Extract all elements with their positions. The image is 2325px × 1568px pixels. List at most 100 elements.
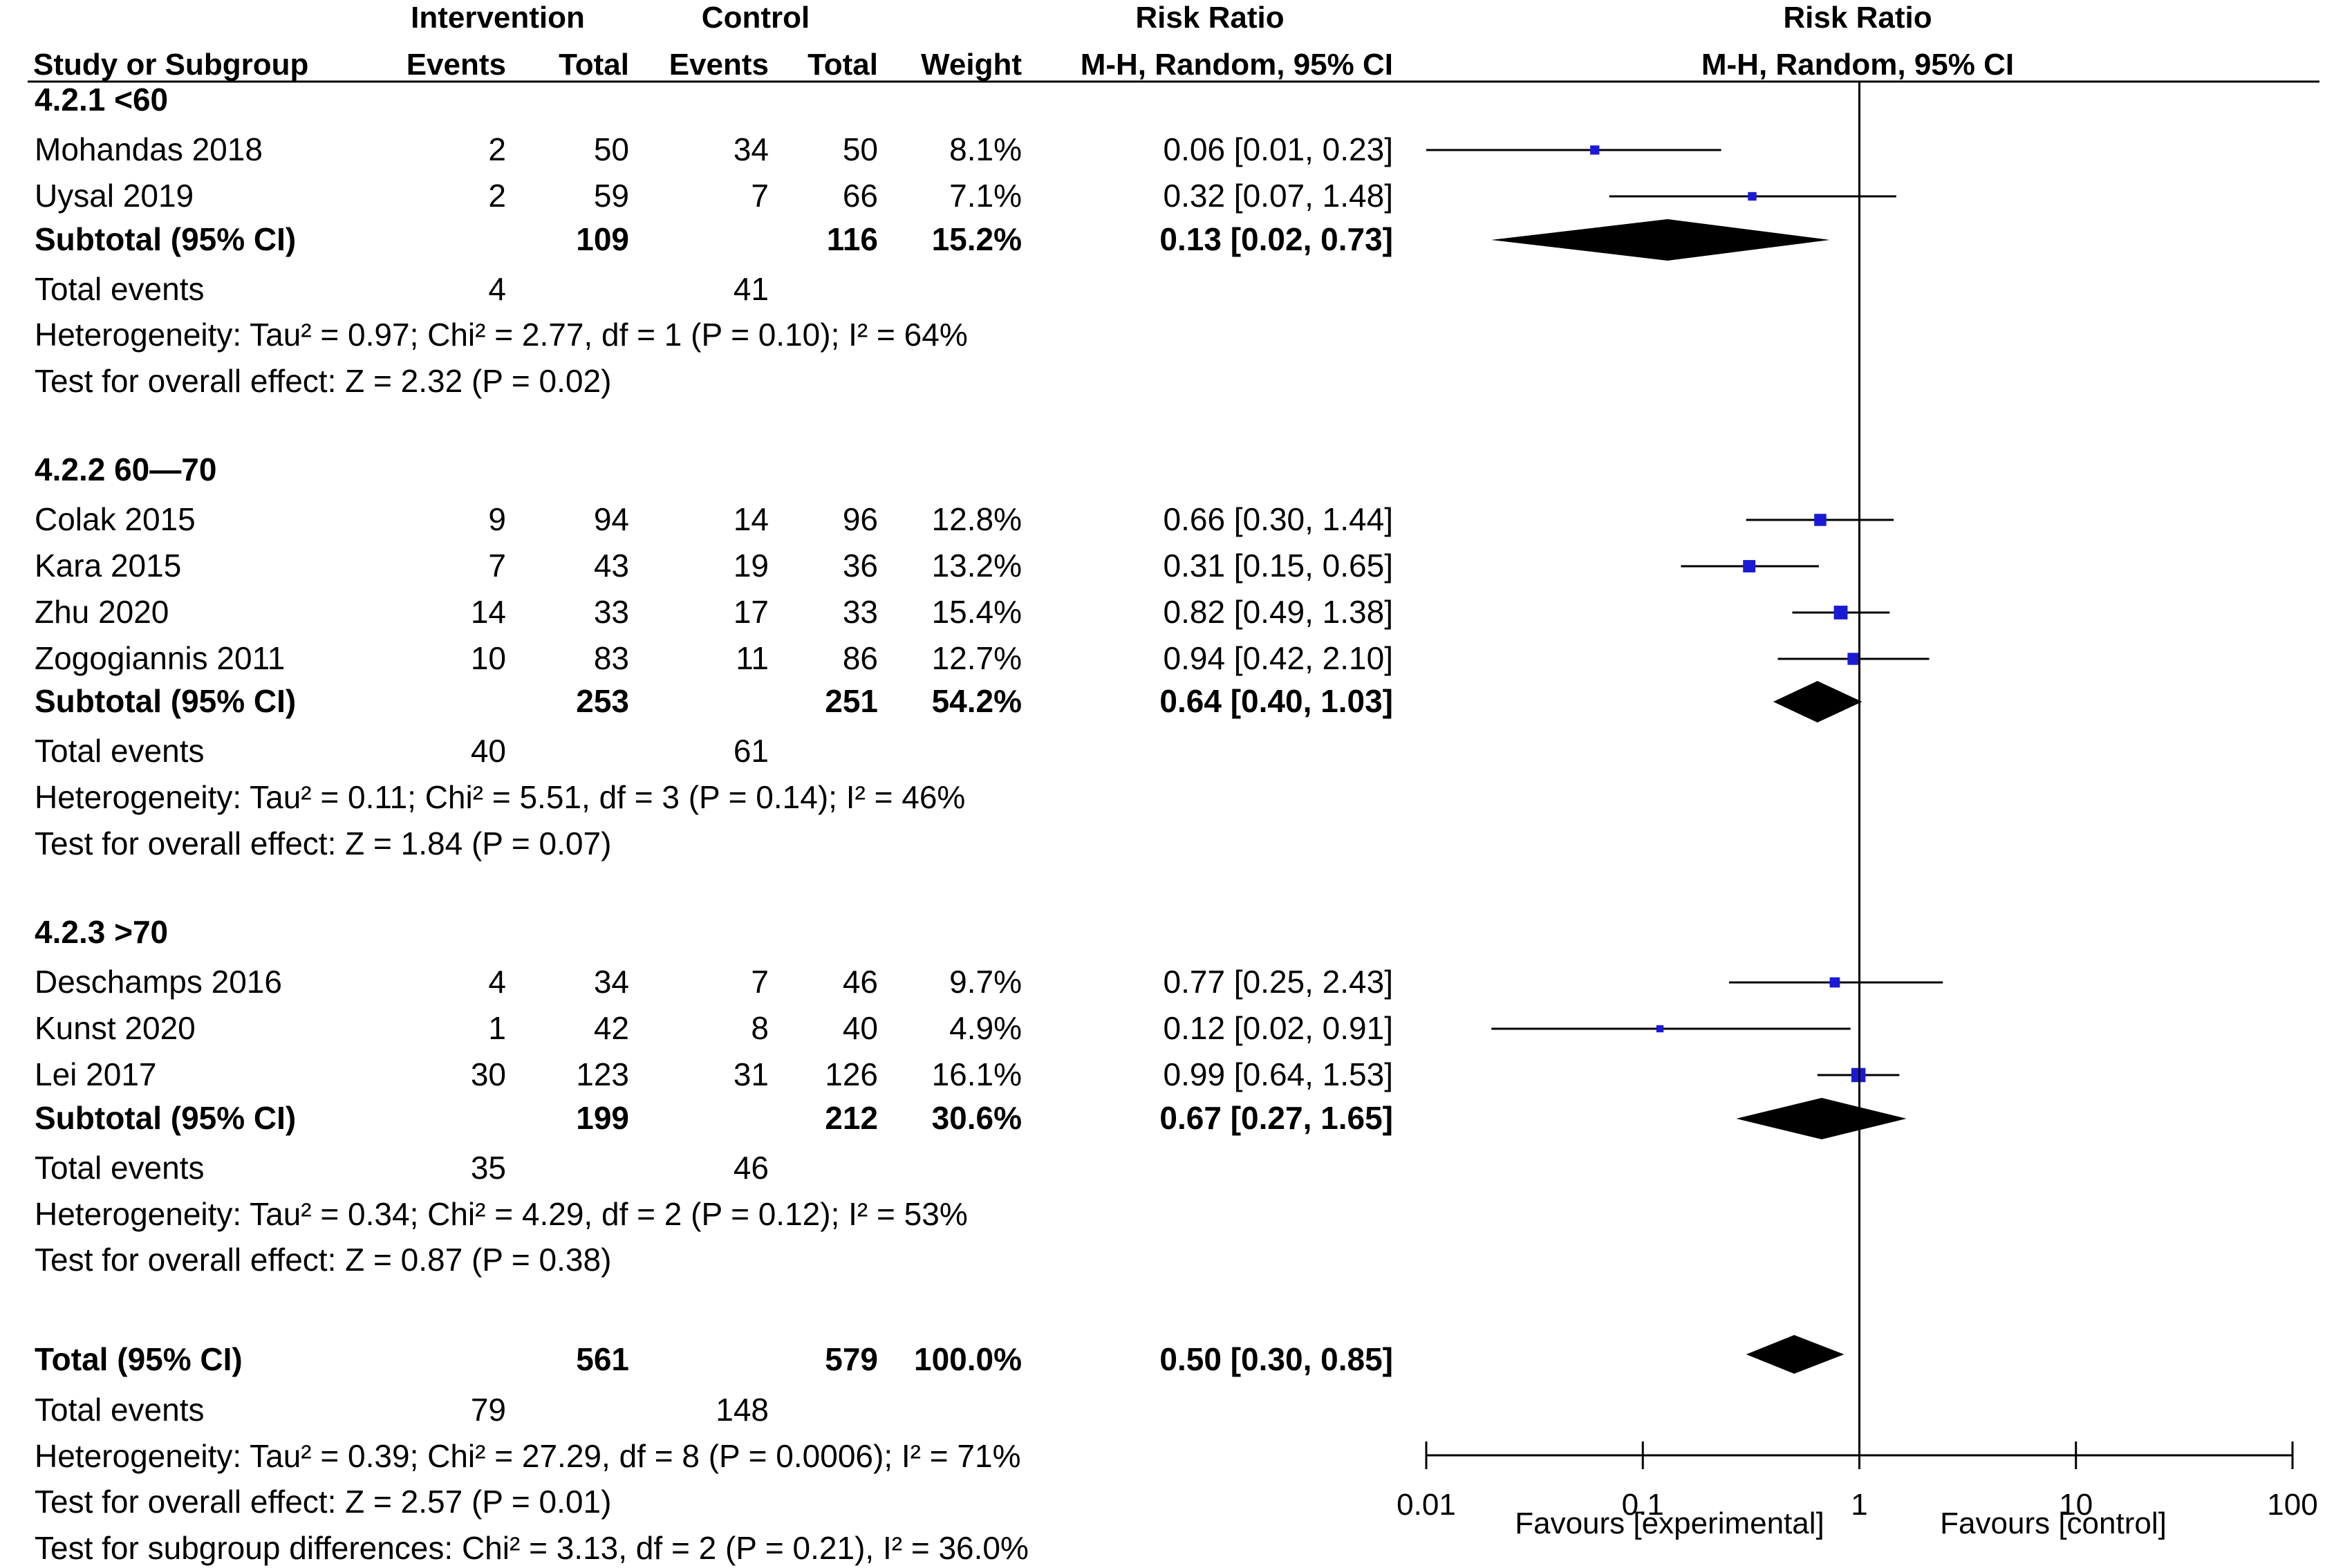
x-axis-tick-label: 10 bbox=[2059, 1488, 2093, 1522]
control-events: 8 bbox=[751, 1010, 769, 1046]
study-name: Kara 2015 bbox=[35, 548, 181, 584]
overall-effect-text: Test for overall effect: Z = 0.87 (P = 0… bbox=[35, 1242, 611, 1278]
intervention-total-header: Total bbox=[559, 48, 629, 82]
subgroup-title: 4.2.2 60—70 bbox=[35, 451, 216, 487]
study-marker bbox=[1590, 145, 1600, 155]
control-events: 11 bbox=[736, 640, 769, 676]
study-ci: 0.66 [0.30, 1.44] bbox=[1164, 501, 1394, 537]
intervention-events: 7 bbox=[488, 548, 506, 584]
control-total: 40 bbox=[843, 1010, 878, 1046]
study-marker bbox=[1748, 192, 1757, 201]
total-events-control: 46 bbox=[734, 1150, 769, 1186]
intervention-total: 59 bbox=[594, 178, 629, 214]
control-events: 19 bbox=[734, 548, 769, 584]
control-events: 14 bbox=[734, 501, 769, 537]
x-axis-tick-label: 0.01 bbox=[1397, 1488, 1456, 1522]
intervention-total: 43 bbox=[594, 548, 629, 584]
study-weight: 12.7% bbox=[932, 640, 1022, 676]
study-name: Colak 2015 bbox=[35, 501, 196, 537]
control-total: 50 bbox=[843, 131, 878, 167]
subtotal-ci: 0.13 [0.02, 0.73] bbox=[1159, 221, 1393, 257]
study-ci: 0.32 [0.07, 1.48] bbox=[1164, 178, 1394, 214]
intervention-events-header: Events bbox=[407, 48, 506, 82]
control-events-header: Events bbox=[669, 48, 769, 82]
intervention-total: 34 bbox=[594, 964, 629, 1000]
control-total: 33 bbox=[843, 594, 878, 630]
total-heterogeneity-text: Heterogeneity: Tau² = 0.39; Chi² = 27.29… bbox=[35, 1438, 1020, 1474]
study-name: Mohandas 2018 bbox=[35, 131, 263, 167]
subtotal-ci: 0.67 [0.27, 1.65] bbox=[1159, 1100, 1393, 1136]
subgroup-title: 4.2.3 >70 bbox=[35, 914, 168, 950]
subtotal-label: Subtotal (95% CI) bbox=[35, 1100, 296, 1136]
total-events-intervention: 35 bbox=[471, 1150, 506, 1186]
total-weight: 100.0% bbox=[914, 1341, 1022, 1377]
intervention-events: 1 bbox=[488, 1010, 506, 1046]
total-events-control: 41 bbox=[734, 271, 769, 307]
intervention-total: 83 bbox=[594, 640, 629, 676]
control-header: Control bbox=[702, 1, 810, 35]
control-total: 46 bbox=[843, 964, 878, 1000]
intervention-total: 42 bbox=[594, 1010, 629, 1046]
method-header: M-H, Random, 95% CI bbox=[1081, 48, 1393, 82]
control-total: 66 bbox=[843, 178, 878, 214]
intervention-events: 2 bbox=[488, 178, 506, 214]
study-marker bbox=[1829, 977, 1840, 988]
subtotal-intervention-total: 199 bbox=[576, 1100, 629, 1136]
subtotal-ci: 0.64 [0.40, 1.03] bbox=[1159, 683, 1393, 719]
study-name: Lei 2017 bbox=[35, 1056, 157, 1092]
control-events: 7 bbox=[751, 964, 769, 1000]
total-events-label: Total events bbox=[35, 271, 204, 307]
risk-ratio-header: Risk Ratio bbox=[1135, 1, 1284, 35]
study-name: Deschamps 2016 bbox=[35, 964, 282, 1000]
subtotal-diamond bbox=[1736, 1098, 1907, 1139]
total-overall-effect-text: Test for overall effect: Z = 2.57 (P = 0… bbox=[35, 1484, 611, 1520]
study-name: Uysal 2019 bbox=[35, 178, 194, 214]
total-diamond bbox=[1746, 1335, 1845, 1374]
control-total: 86 bbox=[843, 640, 878, 676]
x-axis-tick-label: 1 bbox=[1851, 1488, 1867, 1522]
study-ci: 0.77 [0.25, 2.43] bbox=[1164, 964, 1394, 1000]
study-weight: 9.7% bbox=[949, 964, 1022, 1000]
control-total: 36 bbox=[843, 548, 878, 584]
intervention-total: 50 bbox=[594, 131, 629, 167]
study-weight: 13.2% bbox=[932, 548, 1022, 584]
intervention-events: 30 bbox=[471, 1056, 506, 1092]
study-ci: 0.12 [0.02, 0.91] bbox=[1164, 1010, 1394, 1046]
total-events-label: Total events bbox=[35, 733, 204, 769]
study-ci: 0.94 [0.42, 2.10] bbox=[1164, 640, 1394, 676]
study-ci: 0.31 [0.15, 0.65] bbox=[1164, 548, 1394, 584]
control-total: 126 bbox=[825, 1056, 878, 1092]
subgroup-title: 4.2.1 <60 bbox=[35, 82, 168, 118]
plot-method-header: M-H, Random, 95% CI bbox=[1701, 48, 2014, 82]
total-events-label: Total events bbox=[35, 1392, 204, 1428]
intervention-events: 10 bbox=[471, 640, 506, 676]
study-weight: 12.8% bbox=[932, 501, 1022, 537]
study-weight: 7.1% bbox=[949, 178, 1022, 214]
total-events-intervention: 4 bbox=[488, 271, 506, 307]
study-name: Zhu 2020 bbox=[35, 594, 169, 630]
x-axis-tick-label: 100 bbox=[2267, 1488, 2317, 1522]
x-axis-tick-label: 0.1 bbox=[1622, 1488, 1664, 1522]
intervention-events: 14 bbox=[471, 594, 506, 630]
subtotal-intervention-total: 253 bbox=[576, 683, 629, 719]
control-total: 96 bbox=[843, 501, 878, 537]
plot-risk-ratio-header: Risk Ratio bbox=[1783, 1, 1932, 35]
subtotal-weight: 15.2% bbox=[932, 221, 1022, 257]
subtotal-label: Subtotal (95% CI) bbox=[35, 683, 296, 719]
study-weight: 15.4% bbox=[932, 594, 1022, 630]
intervention-header: Intervention bbox=[411, 1, 585, 35]
study-weight: 8.1% bbox=[949, 131, 1022, 167]
heterogeneity-text: Heterogeneity: Tau² = 0.11; Chi² = 5.51,… bbox=[35, 779, 965, 815]
control-events: 31 bbox=[734, 1056, 769, 1092]
control-events: 34 bbox=[734, 131, 769, 167]
favours-experimental-label: Favours [experimental] bbox=[1515, 1506, 1824, 1540]
overall-effect-text: Test for overall effect: Z = 1.84 (P = 0… bbox=[35, 825, 611, 861]
total-events-label: Total events bbox=[35, 1150, 204, 1186]
heterogeneity-text: Heterogeneity: Tau² = 0.97; Chi² = 2.77,… bbox=[35, 317, 968, 353]
intervention-events: 9 bbox=[488, 501, 506, 537]
study-name: Zogogiannis 2011 bbox=[35, 640, 285, 676]
total-ci: 0.50 [0.30, 0.85] bbox=[1159, 1341, 1393, 1377]
subtotal-label: Subtotal (95% CI) bbox=[35, 221, 296, 257]
total-label: Total (95% CI) bbox=[35, 1341, 243, 1377]
study-ci: 0.82 [0.49, 1.38] bbox=[1164, 594, 1394, 630]
